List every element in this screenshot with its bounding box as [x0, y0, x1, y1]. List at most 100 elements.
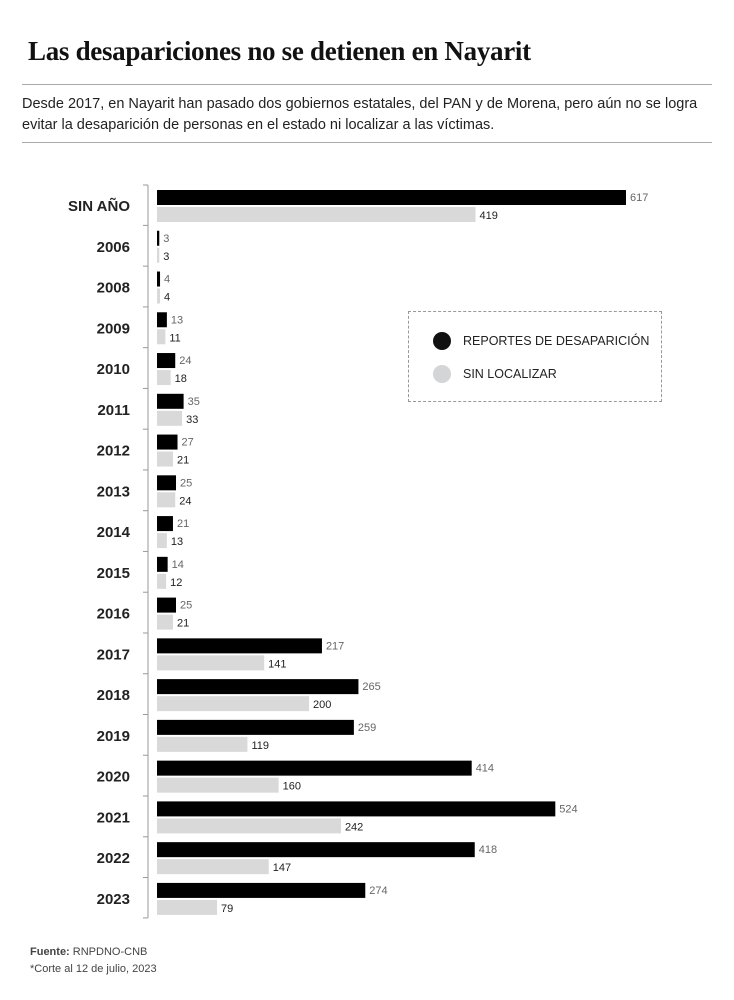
gray-dot-icon: [433, 365, 451, 383]
data-label-sin-localizar: 3: [163, 251, 169, 263]
data-label-sin-localizar: 24: [179, 495, 191, 507]
legend: REPORTES DE DESAPARICIÓN SIN LOCALIZAR: [408, 311, 662, 402]
data-label-reportes: 25: [180, 477, 192, 489]
source-value: RNPDNO-CNB: [72, 946, 148, 958]
data-label-reportes: 3: [163, 233, 169, 245]
data-label-sin-localizar: 119: [251, 740, 269, 752]
data-label-reportes: 265: [362, 681, 380, 693]
bar-sin-localizar: [157, 696, 310, 712]
data-label-reportes: 217: [326, 640, 344, 652]
category-label: 2014: [97, 524, 131, 541]
bar-sin-localizar: [157, 533, 167, 549]
bar-reportes: [157, 312, 167, 328]
category-label: 2008: [97, 280, 130, 297]
data-label-reportes: 274: [369, 885, 387, 897]
bar-reportes: [157, 679, 359, 695]
category-label: 2017: [97, 646, 130, 663]
category-label: 2011: [97, 402, 130, 419]
chart-title: Las desapariciones no se detienen en Nay…: [28, 36, 531, 66]
data-label-reportes: 35: [188, 396, 200, 408]
category-label: 2009: [97, 320, 130, 337]
bar-sin-localizar: [157, 247, 160, 263]
bar-reportes: [157, 556, 168, 572]
data-label-reportes: 24: [179, 355, 191, 367]
bar-reportes: [157, 516, 173, 532]
divider: [22, 84, 712, 85]
category-label: 2021: [97, 809, 130, 826]
legend-label: REPORTES DE DESAPARICIÓN: [463, 334, 650, 348]
data-label-reportes: 14: [172, 559, 184, 571]
bar-reportes: [157, 475, 177, 491]
divider: [22, 142, 712, 143]
category-label: 2010: [97, 361, 130, 378]
data-label-sin-localizar: 33: [186, 414, 198, 426]
data-label-reportes: 414: [476, 763, 494, 775]
bar-reportes: [157, 719, 354, 735]
bar-sin-localizar: [157, 614, 173, 630]
bar-reportes: [157, 190, 626, 205]
bar-reportes: [157, 597, 177, 613]
bar-sin-localizar: [157, 655, 265, 671]
data-label-sin-localizar: 4: [164, 292, 170, 304]
bar-reportes: [157, 882, 366, 898]
data-label-sin-localizar: 141: [268, 658, 286, 670]
source-label: Fuente:: [30, 946, 70, 958]
bar-sin-localizar: [157, 370, 171, 386]
data-label-sin-localizar: 160: [283, 781, 301, 793]
category-label: 2006: [97, 239, 130, 256]
bar-sin-localizar: [157, 818, 341, 834]
bar-reportes: [157, 434, 178, 450]
bar-sin-localizar: [157, 777, 279, 793]
legend-item-reportes: REPORTES DE DESAPARICIÓN: [433, 332, 649, 350]
legend-item-sin-localizar: SIN LOCALIZAR: [433, 365, 557, 383]
bar-sin-localizar: [157, 573, 167, 589]
data-label-reportes: 617: [630, 192, 648, 204]
data-label-reportes: 524: [559, 803, 577, 815]
bar-reportes: [157, 393, 184, 409]
bar-reportes: [157, 760, 472, 776]
data-label-sin-localizar: 200: [313, 699, 331, 711]
data-label-sin-localizar: 12: [170, 577, 182, 589]
category-label: 2013: [97, 483, 130, 500]
category-label: 2020: [97, 769, 130, 786]
data-label-reportes: 418: [479, 844, 497, 856]
data-label-reportes: 4: [164, 274, 170, 286]
bar-reportes: [157, 842, 475, 858]
data-label-reportes: 27: [182, 437, 194, 449]
bar-sin-localizar: [157, 899, 218, 915]
category-label: 2015: [97, 565, 130, 582]
category-label: 2012: [97, 443, 130, 460]
data-label-reportes: 21: [177, 518, 189, 530]
bar-sin-localizar: [157, 859, 269, 875]
bar-reportes: [157, 271, 161, 287]
data-label-sin-localizar: 13: [171, 536, 183, 548]
bar-sin-localizar: [157, 492, 176, 508]
data-label-reportes: 13: [171, 314, 183, 326]
data-label-sin-localizar: 11: [169, 332, 180, 344]
bar-sin-localizar: [157, 736, 248, 752]
data-label-sin-localizar: 419: [479, 210, 497, 222]
data-label-sin-localizar: 242: [345, 821, 363, 833]
data-label-sin-localizar: 18: [175, 373, 187, 385]
bar-sin-localizar: [157, 410, 183, 426]
category-label: SIN AÑO: [68, 197, 130, 215]
bar-reportes: [157, 638, 322, 654]
data-label-reportes: 259: [358, 722, 376, 734]
category-label: 2019: [97, 728, 130, 745]
category-label: 2022: [97, 850, 130, 867]
cutoff-note: *Corte al 12 de julio, 2023: [30, 963, 157, 975]
data-label-sin-localizar: 21: [177, 455, 189, 467]
legend-label: SIN LOCALIZAR: [463, 367, 557, 381]
category-label: 2023: [97, 891, 130, 908]
bar-sin-localizar: [157, 329, 166, 345]
bar-sin-localizar: [157, 451, 173, 467]
data-label-reportes: 25: [180, 600, 192, 612]
bar-sin-localizar: [157, 288, 161, 304]
chart-subtitle: Desde 2017, en Nayarit han pasado dos go…: [22, 96, 698, 133]
black-dot-icon: [433, 332, 451, 350]
data-label-sin-localizar: 21: [177, 618, 189, 630]
data-label-sin-localizar: 147: [273, 862, 291, 874]
bar-reportes: [157, 801, 556, 817]
bar-sin-localizar: [157, 207, 476, 222]
